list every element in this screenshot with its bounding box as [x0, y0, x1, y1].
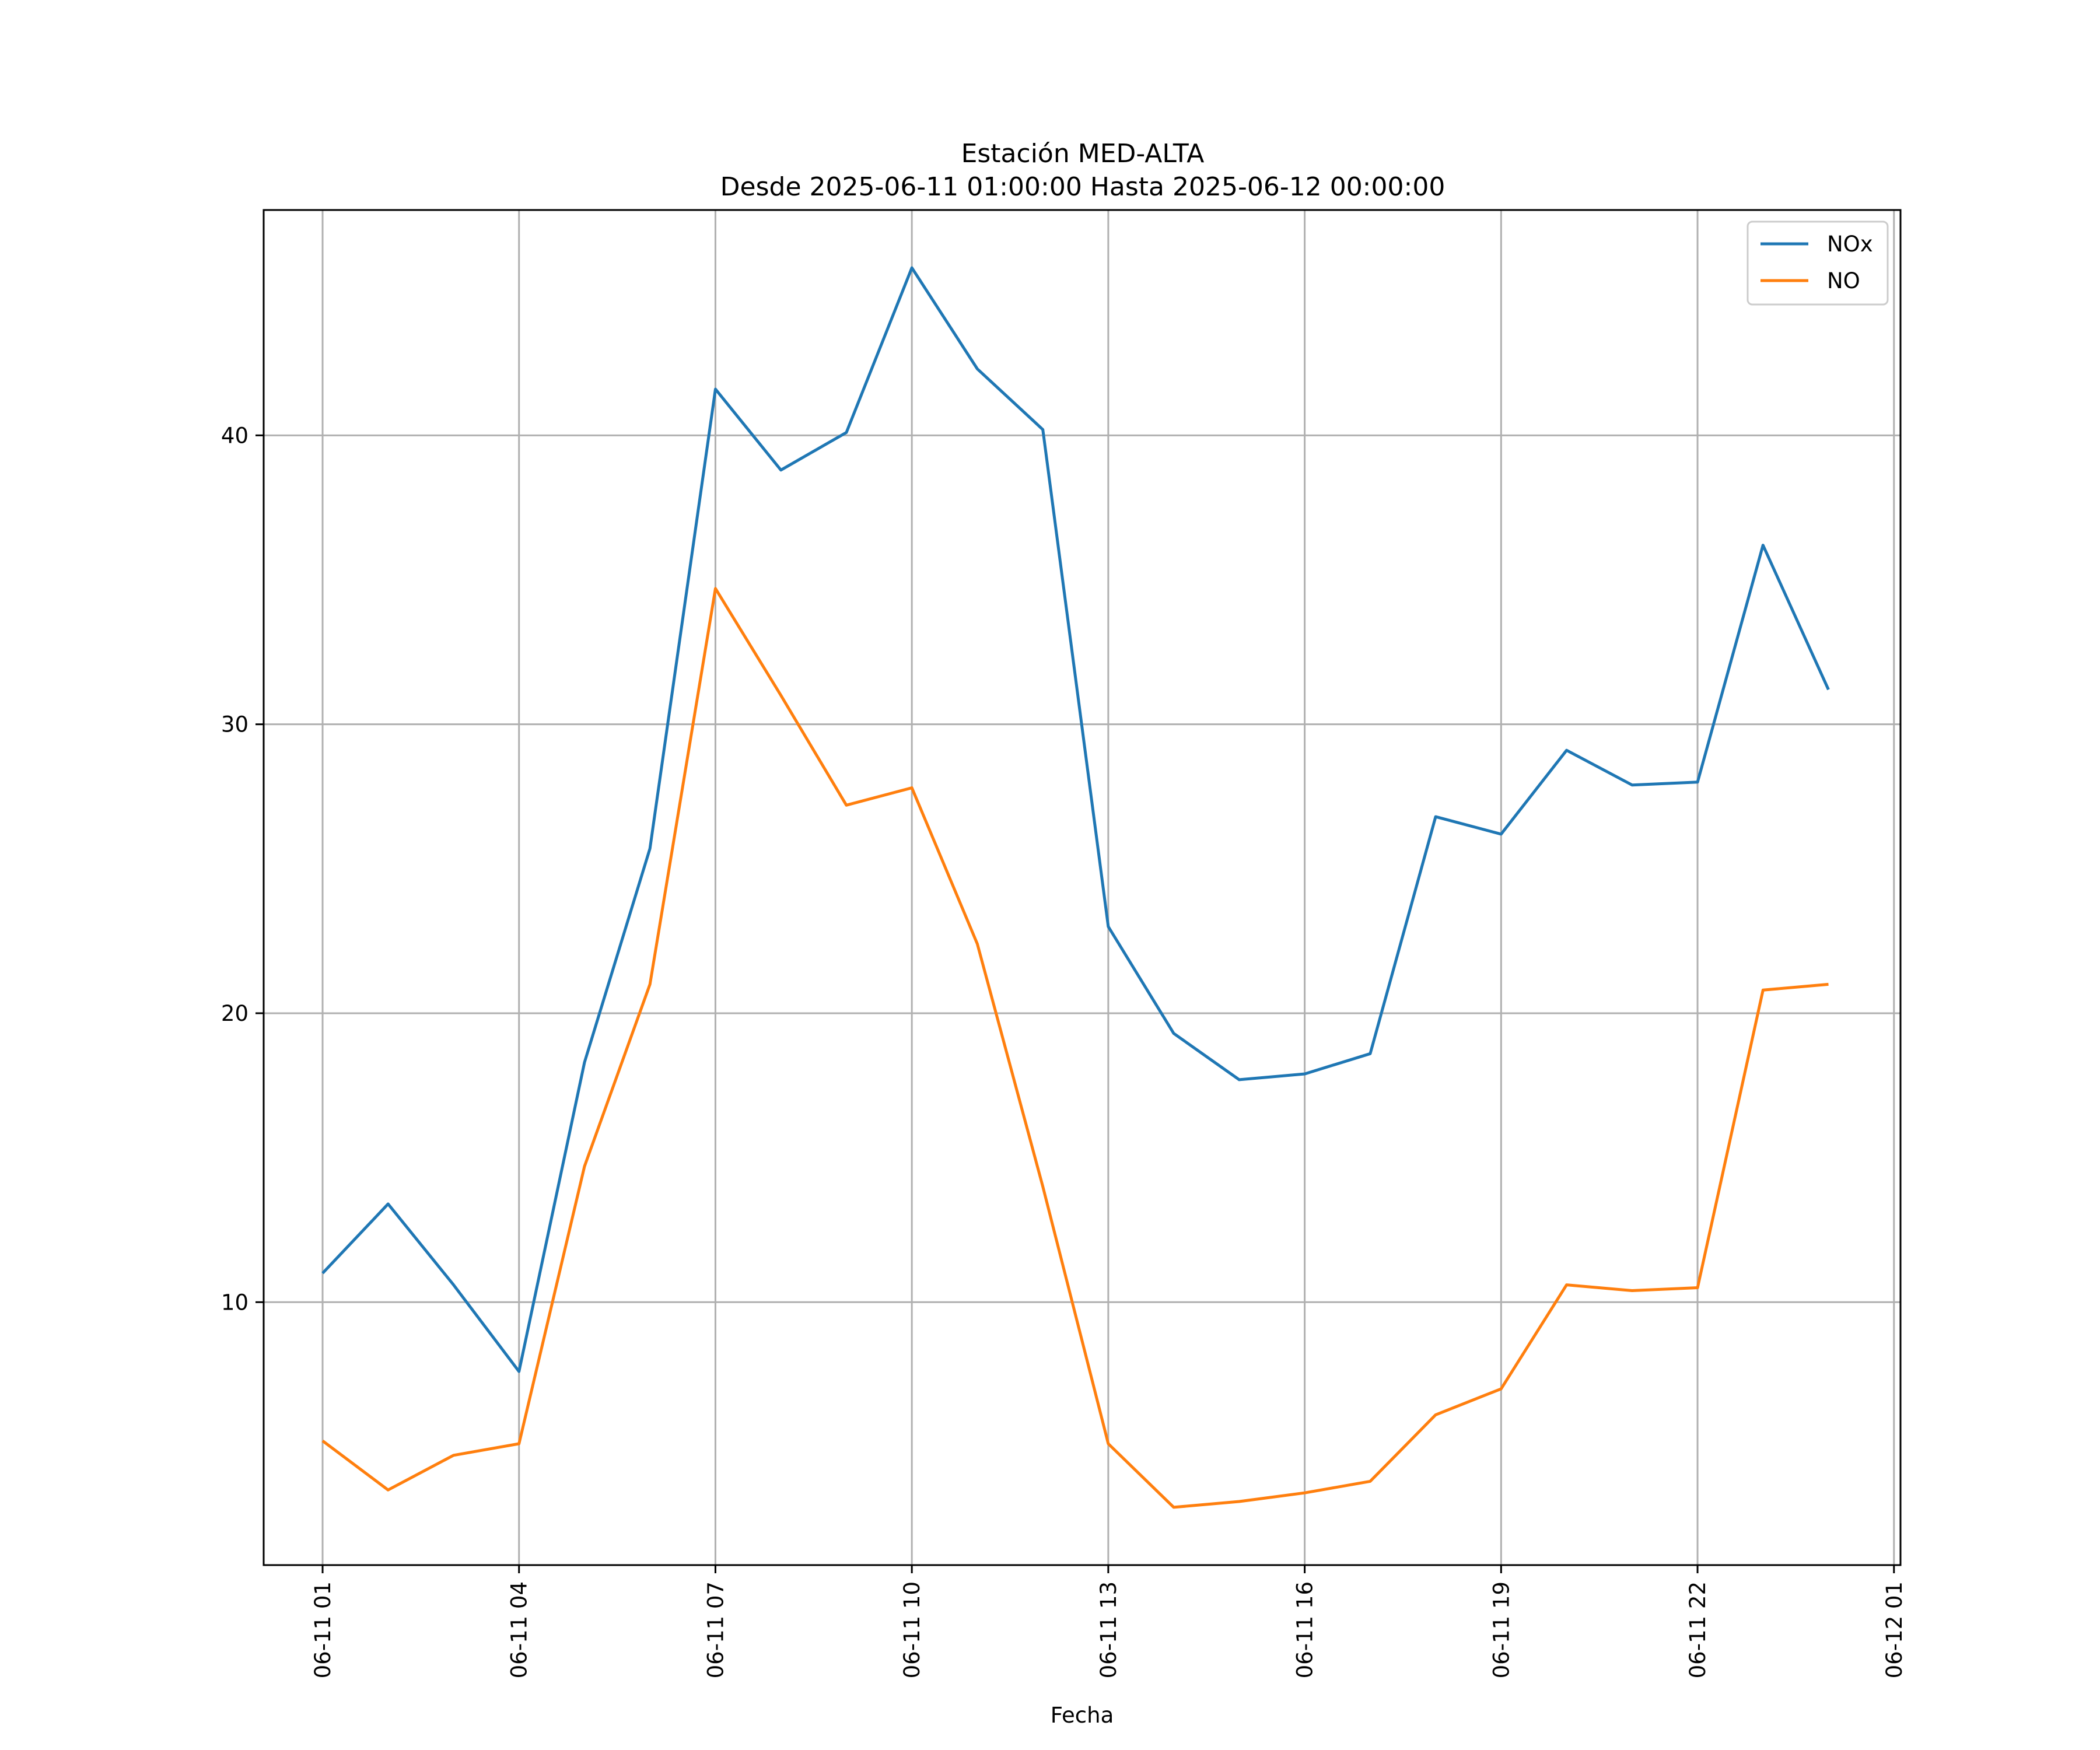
x-tick-label: 06-11 19 — [1489, 1581, 1514, 1678]
legend-label-nox: NOx — [1827, 232, 1873, 257]
chart-subtitle: Desde 2025-06-11 01:00:00 Hasta 2025-06-… — [720, 172, 1446, 202]
x-tick-label: 06-11 04 — [507, 1581, 532, 1678]
x-tick-label: 06-11 22 — [1685, 1581, 1710, 1678]
y-tick-label: 20 — [221, 1001, 249, 1026]
x-tick-label: 06-11 13 — [1096, 1581, 1121, 1678]
series-line-no — [321, 587, 1829, 1509]
x-tick-label: 06-11 10 — [900, 1581, 925, 1678]
legend: NOx NO — [1746, 220, 1889, 306]
plot-frame — [262, 209, 1902, 1566]
legend-label-no: NO — [1827, 268, 1860, 293]
x-tick-label: 06-11 16 — [1293, 1581, 1318, 1678]
grid — [264, 210, 1901, 1565]
x-tick-label: 06-12 01 — [1882, 1581, 1907, 1678]
series-line-nox — [321, 266, 1830, 1373]
x-axis-label: Fecha — [1051, 1703, 1114, 1728]
series-lines — [321, 266, 1830, 1509]
axis-ticks: 06-11 01 06-11 04 06-11 07 06-11 10 06-11 13… — [221, 423, 1907, 1678]
chart-title: Estación MED-ALTA — [961, 139, 1205, 169]
y-tick-label: 10 — [221, 1290, 249, 1315]
y-tick-label: 40 — [221, 423, 249, 448]
x-tick-label: 06-11 01 — [310, 1581, 335, 1678]
y-tick-label: 30 — [221, 712, 249, 737]
x-tick-label: 06-11 07 — [703, 1581, 728, 1678]
